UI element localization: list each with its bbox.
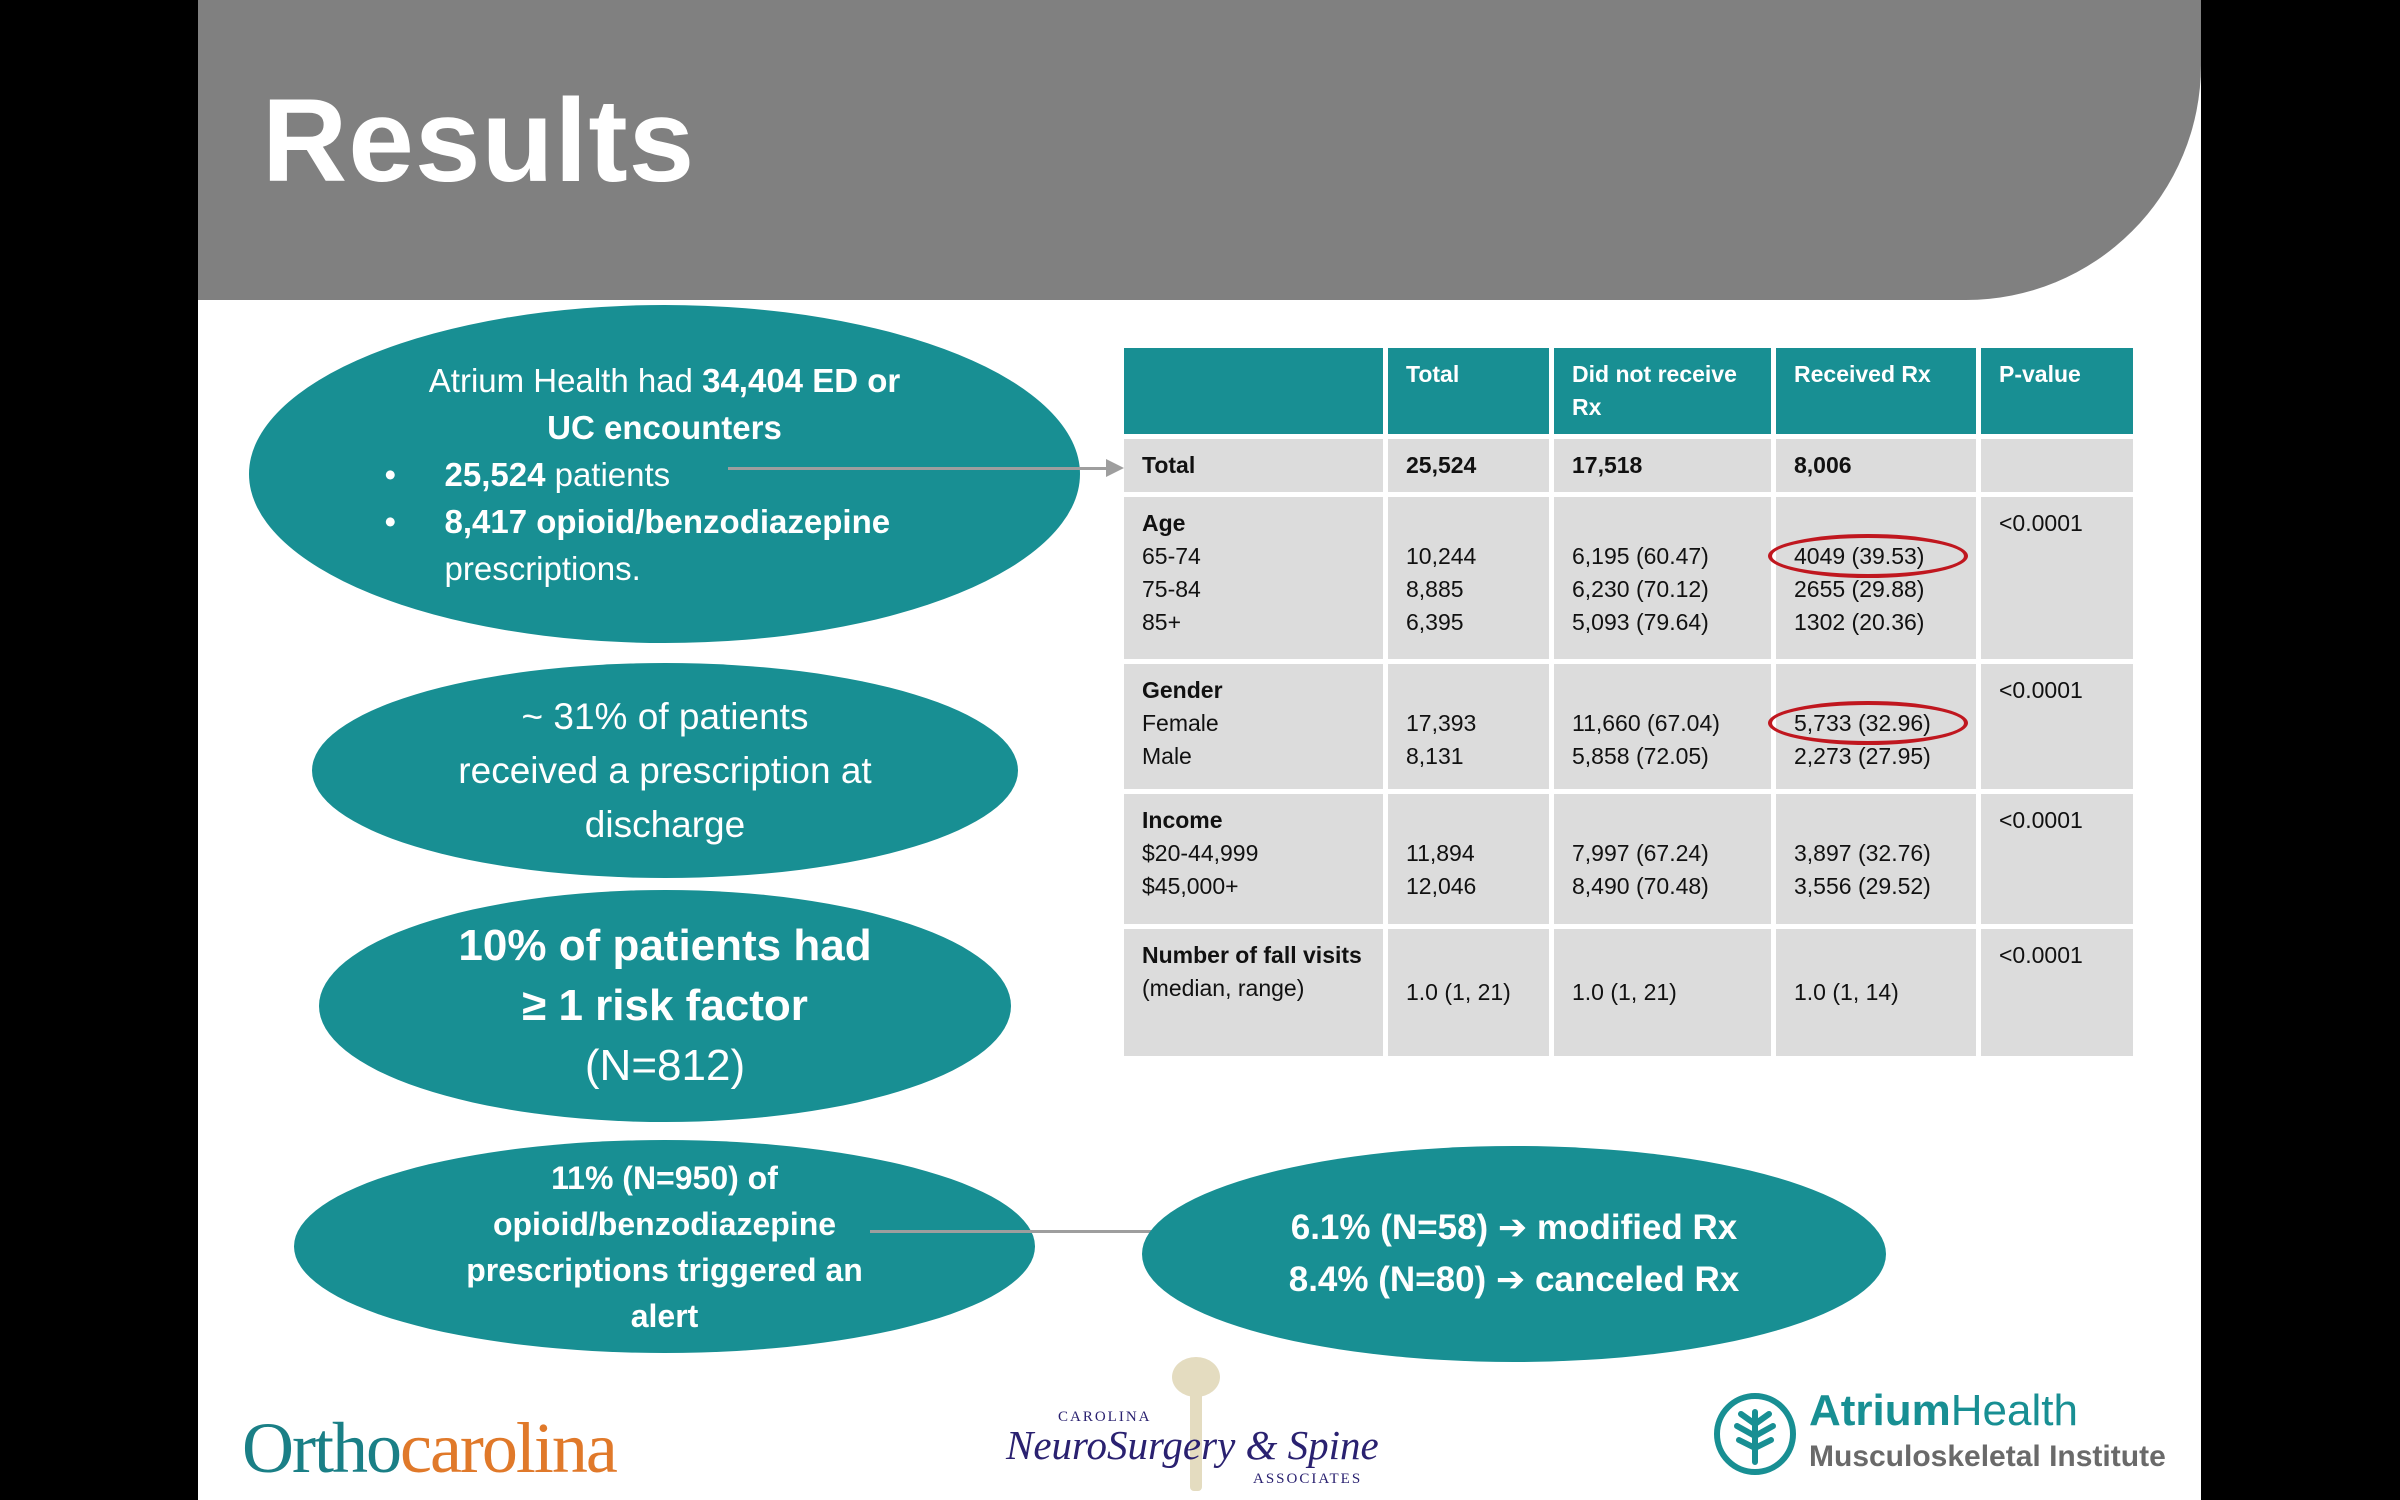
table-row: Income $20-44,999 $45,000+ 11,894 12,046… bbox=[1124, 794, 2138, 929]
cell: 11,894 12,046 bbox=[1388, 794, 1554, 929]
table-row: Age 65-74 75-84 85+ 10,244 8,885 6,395 6… bbox=[1124, 497, 2138, 664]
highlight-circle-age bbox=[1768, 534, 1968, 578]
p-value-cell: <0.0001 bbox=[1981, 794, 2138, 929]
outcome-ellipse: 6.1% (N=58) ➔ modified Rx 8.4% (N=80) ➔ … bbox=[1142, 1146, 1886, 1362]
cell: 4049 (39.53) 2655 (29.88) 1302 (20.36) bbox=[1776, 497, 1981, 664]
alert-ellipse: 11% (N=950) of opioid/benzodiazepine pre… bbox=[294, 1140, 1035, 1353]
row-label: Number of fall visits (median, range) bbox=[1124, 929, 1388, 1061]
cell: 1.0 (1, 14) bbox=[1776, 929, 1981, 1061]
slide-title: Results bbox=[262, 75, 696, 207]
row-label: Total bbox=[1124, 439, 1388, 497]
encounters-line-2: UC encounters bbox=[547, 408, 782, 446]
neurosurgery-spine-logo: CAROLINA NeuroSurgery & Spine ASSOCIATES bbox=[1006, 1355, 1386, 1495]
cell: 7,997 (67.24) 8,490 (70.48) bbox=[1554, 794, 1776, 929]
row-label: Income $20-44,999 $45,000+ bbox=[1124, 794, 1388, 929]
orthocarolina-logo: Orthocarolina bbox=[242, 1408, 618, 1488]
p-value-cell: <0.0001 bbox=[1981, 664, 2138, 794]
cell: 11,660 (67.04) 5,858 (72.05) bbox=[1554, 664, 1776, 794]
prescription-percent-ellipse: ~ 31% of patients received a prescriptio… bbox=[312, 663, 1018, 878]
p-value-cell: <0.0001 bbox=[1981, 929, 2138, 1061]
results-table: Total Did not receive Rx Received Rx P-v… bbox=[1124, 348, 2138, 1061]
cell: 3,897 (32.76) 3,556 (29.52) bbox=[1776, 794, 1981, 929]
header-cell: Received Rx bbox=[1776, 348, 1981, 439]
atrium-name: AtriumHealth bbox=[1809, 1386, 2078, 1435]
row-label: Age 65-74 75-84 85+ bbox=[1124, 497, 1388, 664]
spine-icon bbox=[1172, 1357, 1220, 1491]
table-row: Gender Female Male 17,393 8,131 11,660 (… bbox=[1124, 664, 2138, 794]
header-cell: Did not receive Rx bbox=[1554, 348, 1776, 439]
bullet-dot-icon: • bbox=[384, 455, 397, 493]
bullet-dot-icon: • bbox=[384, 502, 397, 540]
atrium-tree-icon bbox=[1714, 1393, 1796, 1475]
cell: 8,006 bbox=[1776, 439, 1981, 497]
arrow-right-icon bbox=[1106, 459, 1124, 477]
header-cell bbox=[1124, 348, 1388, 439]
cell: 10,244 8,885 6,395 bbox=[1388, 497, 1554, 664]
risk-factor-ellipse: 10% of patients had ≥ 1 risk factor (N=8… bbox=[319, 890, 1011, 1122]
p-value-cell: <0.0001 bbox=[1981, 497, 2138, 664]
arrow-to-table-line bbox=[728, 467, 1108, 470]
cell: 17,518 bbox=[1554, 439, 1776, 497]
slide: Results Atrium Health had 34,404 ED or U… bbox=[198, 0, 2201, 1500]
encounters-line-1: Atrium Health had 34,404 ED or bbox=[428, 361, 901, 399]
cell: 6,195 (60.47) 6,230 (70.12) 5,093 (79.64… bbox=[1554, 497, 1776, 664]
row-label: Gender Female Male bbox=[1124, 664, 1388, 794]
encounters-bullets: • 25,524 patients • 8,417 opioid/benzodiaz… bbox=[385, 451, 945, 592]
encounters-ellipse: Atrium Health had 34,404 ED or UC encoun… bbox=[249, 305, 1080, 643]
arrow-to-outcome-line bbox=[870, 1230, 1200, 1233]
table-row: Total 25,524 17,518 8,006 bbox=[1124, 439, 2138, 497]
header-cell: Total bbox=[1388, 348, 1554, 439]
table-header-row: Total Did not receive Rx Received Rx P-v… bbox=[1124, 348, 2138, 439]
cell: 17,393 8,131 bbox=[1388, 664, 1554, 794]
header-cell: P-value bbox=[1981, 348, 2138, 439]
bullet-prescriptions: • 8,417 opioid/benzodiazepine prescription… bbox=[385, 498, 945, 592]
atrium-health-logo: AtriumHealth Musculoskeletal Institute bbox=[1713, 1382, 2193, 1492]
cell: 1.0 (1, 21) bbox=[1388, 929, 1554, 1061]
table-row: Number of fall visits (median, range) 1.… bbox=[1124, 929, 2138, 1061]
cell bbox=[1981, 439, 2138, 497]
highlight-circle-gender bbox=[1768, 701, 1968, 745]
cell: 25,524 bbox=[1388, 439, 1554, 497]
cell: 1.0 (1, 21) bbox=[1554, 929, 1776, 1061]
bullet-patients: • 25,524 patients bbox=[385, 451, 945, 498]
slide-header: Results bbox=[198, 0, 2201, 300]
